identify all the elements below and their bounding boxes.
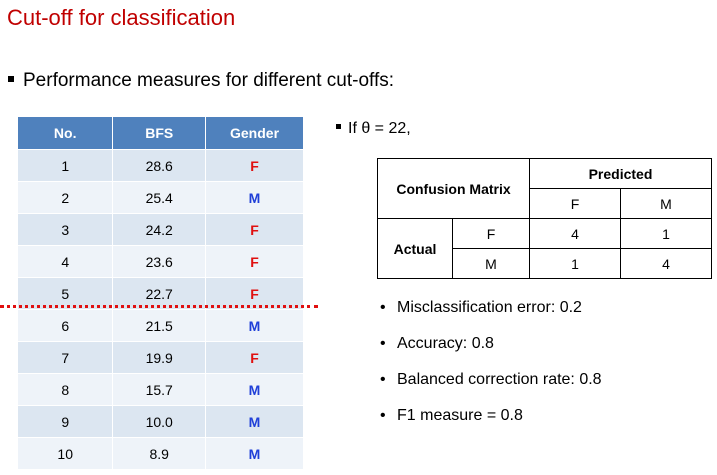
cm-actual-label: Actual xyxy=(377,218,453,279)
table-row: 4 23.6 F xyxy=(16,245,304,278)
bullet-dot-icon: • xyxy=(380,371,386,388)
page-title: Cut-off for classification xyxy=(7,5,236,30)
cm-predicted-label: Predicted xyxy=(529,158,712,189)
square-bullet-icon xyxy=(336,124,341,130)
cm-act-f: F xyxy=(452,218,530,249)
table-row: 7 19.9 F xyxy=(16,341,304,374)
metrics-list: • Misclassification error: 0.2 • Accuracy:… xyxy=(380,296,602,440)
cm-pred-f: F xyxy=(529,188,621,219)
cm-cell-mm: 4 xyxy=(620,248,712,279)
cell-no: 3 xyxy=(16,213,114,246)
cell-bfs: 19.9 xyxy=(112,341,207,374)
cell-gender: M xyxy=(205,437,304,470)
header-gender: Gender xyxy=(205,116,304,150)
cell-bfs: 21.5 xyxy=(112,309,207,342)
cell-bfs: 28.6 xyxy=(112,149,207,182)
cell-gender: M xyxy=(205,181,304,214)
cm-title: Confusion Matrix xyxy=(377,158,530,219)
bullet-dot-icon: • xyxy=(380,335,386,352)
cell-no: 5 xyxy=(16,277,114,310)
table-row: 6 21.5 M xyxy=(16,309,304,342)
cell-bfs: 8.9 xyxy=(112,437,207,470)
table-row: 1 28.6 F xyxy=(16,149,304,182)
cell-gender: F xyxy=(205,341,304,374)
square-bullet-icon xyxy=(8,75,14,82)
table-header-row: No. BFS Gender xyxy=(16,116,304,150)
cell-bfs: 23.6 xyxy=(112,245,207,278)
header-no: No. xyxy=(16,116,114,150)
cell-no: 8 xyxy=(16,373,114,406)
metric-balanced: Balanced correction rate: 0.8 xyxy=(397,371,602,388)
cell-gender: M xyxy=(205,373,304,406)
theta-text: If θ = 22, xyxy=(348,120,411,137)
cell-no: 4 xyxy=(16,245,114,278)
cm-cell-fm: 1 xyxy=(620,218,712,249)
cell-no: 6 xyxy=(16,309,114,342)
cell-bfs: 24.2 xyxy=(112,213,207,246)
cutoff-line xyxy=(0,305,318,308)
cm-cell-ff: 4 xyxy=(529,218,621,249)
cell-gender: F xyxy=(205,149,304,182)
metric-item: • Accuracy: 0.8 xyxy=(380,332,602,368)
theta-bullet: If θ = 22, xyxy=(336,120,411,138)
table-row: 10 8.9 M xyxy=(16,437,304,470)
cell-no: 1 xyxy=(16,149,114,182)
table-row: 8 15.7 M xyxy=(16,373,304,406)
cell-bfs: 15.7 xyxy=(112,373,207,406)
cell-no: 7 xyxy=(16,341,114,374)
cell-gender: M xyxy=(205,309,304,342)
table-row: 5 22.7 F xyxy=(16,277,304,310)
table-row: 3 24.2 F xyxy=(16,213,304,246)
cm-pred-m: M xyxy=(620,188,712,219)
cell-no: 2 xyxy=(16,181,114,214)
cell-no: 9 xyxy=(16,405,114,438)
cm-cell-mf: 1 xyxy=(529,248,621,279)
bullet-dot-icon: • xyxy=(380,407,386,424)
metric-misclassification: Misclassification error: 0.2 xyxy=(397,299,582,316)
confusion-matrix: Confusion Matrix Predicted F M Actual F … xyxy=(377,158,712,279)
metric-item: • Misclassification error: 0.2 xyxy=(380,296,602,332)
cm-act-m: M xyxy=(452,248,530,279)
metric-item: • Balanced correction rate: 0.8 xyxy=(380,368,602,404)
cell-bfs: 10.0 xyxy=(112,405,207,438)
metric-f1: F1 measure = 0.8 xyxy=(397,407,523,424)
metric-accuracy: Accuracy: 0.8 xyxy=(397,335,494,352)
cell-gender: M xyxy=(205,405,304,438)
cell-no: 10 xyxy=(16,437,114,470)
main-bullet-text: Performance measures for different cut-o… xyxy=(23,70,395,91)
metric-item: • F1 measure = 0.8 xyxy=(380,404,602,440)
cell-gender: F xyxy=(205,277,304,310)
cell-bfs: 25.4 xyxy=(112,181,207,214)
cell-gender: F xyxy=(205,213,304,246)
table-row: 9 10.0 M xyxy=(16,405,304,438)
table-row: 2 25.4 M xyxy=(16,181,304,214)
main-bullet: Performance measures for different cut-o… xyxy=(8,70,394,92)
header-bfs: BFS xyxy=(112,116,207,150)
bullet-dot-icon: • xyxy=(380,299,386,316)
bfs-table: No. BFS Gender 1 28.6 F 2 25.4 M 3 24.2 F 4 23.6 F 5… xyxy=(16,116,304,470)
cell-gender: F xyxy=(205,245,304,278)
